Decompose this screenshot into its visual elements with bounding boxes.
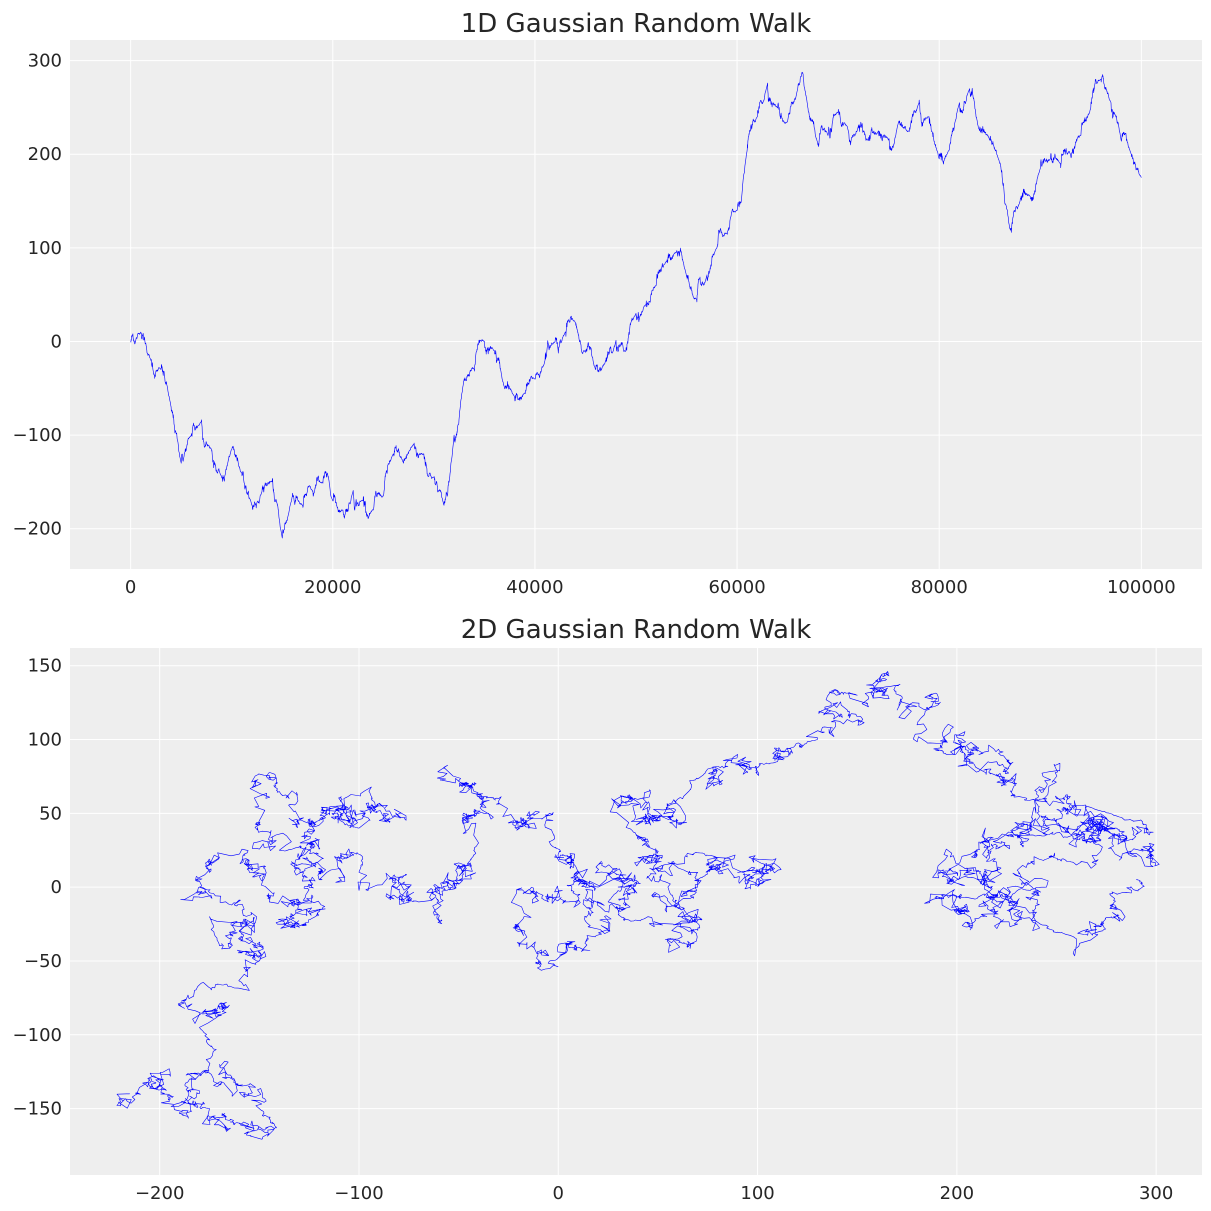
x-tick-label: 200 xyxy=(940,1183,974,1204)
x-tick-label: 80000 xyxy=(911,577,968,598)
chart-title-1d: 1D Gaussian Random Walk xyxy=(461,9,812,39)
gridlines-2d xyxy=(70,648,1202,1175)
y-tick-label: 100 xyxy=(28,238,62,259)
tick-labels-1d: 0 20000 40000 60000 80000 100000 −200 −100 0 100 2… xyxy=(13,51,1176,598)
random-walk-line xyxy=(130,71,1142,539)
y-tick-label: −100 xyxy=(13,425,62,446)
x-tick-label: 100 xyxy=(740,1183,774,1204)
y-tick-label: 300 xyxy=(28,51,62,72)
y-tick-label: 200 xyxy=(28,144,62,165)
x-tick-label: 0 xyxy=(553,1183,564,1204)
x-tick-label: −100 xyxy=(334,1183,383,1204)
x-tick-label: −200 xyxy=(135,1183,184,1204)
y-tick-label: 0 xyxy=(51,331,62,352)
chart-2d-random-walk: −200 −100 0 100 200 300 −150 −100 −50 0 50 100 150 2… xyxy=(13,615,1202,1204)
series-2d xyxy=(116,671,1160,1140)
x-tick-label: 40000 xyxy=(506,577,563,598)
chart-title-2d: 2D Gaussian Random Walk xyxy=(461,615,812,645)
y-tick-label: 150 xyxy=(28,656,62,677)
gridlines-1d xyxy=(70,40,1202,569)
y-tick-label: −50 xyxy=(24,951,62,972)
y-tick-label: 100 xyxy=(28,730,62,751)
series-1d xyxy=(130,71,1142,539)
x-tick-label: 60000 xyxy=(708,577,765,598)
y-tick-label: −100 xyxy=(13,1025,62,1046)
y-tick-label: −200 xyxy=(13,519,62,540)
plot-area-1d xyxy=(70,40,1202,569)
y-tick-label: 0 xyxy=(51,877,62,898)
x-tick-label: 100000 xyxy=(1107,577,1176,598)
x-tick-label: 300 xyxy=(1139,1183,1173,1204)
x-tick-label: 0 xyxy=(125,577,136,598)
y-tick-label: −150 xyxy=(13,1099,62,1120)
tick-labels-2d: −200 −100 0 100 200 300 −150 −100 −50 0 50 100 150 xyxy=(13,656,1174,1204)
plot-area-2d xyxy=(70,648,1202,1175)
y-tick-label: 50 xyxy=(39,803,62,824)
chart-1d-random-walk: 0 20000 40000 60000 80000 100000 −200 −100 0 100 2… xyxy=(13,9,1202,598)
random-walk-line xyxy=(116,671,1160,1140)
x-tick-label: 20000 xyxy=(304,577,361,598)
